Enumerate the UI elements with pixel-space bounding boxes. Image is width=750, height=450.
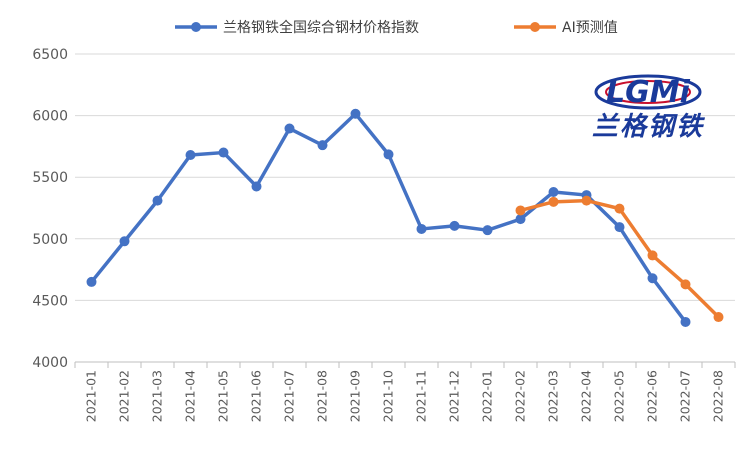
data-point-series-2 xyxy=(713,312,724,323)
legend-marker-series-1 xyxy=(191,22,201,32)
data-point-series-1 xyxy=(284,123,295,134)
data-point-series-1 xyxy=(317,140,328,151)
y-tick-label: 5500 xyxy=(32,170,68,186)
x-tick-label: 2022-05 xyxy=(612,370,627,422)
data-point-series-1 xyxy=(152,195,163,206)
data-point-series-1 xyxy=(119,236,130,247)
data-point-series-1 xyxy=(548,186,559,197)
x-tick-label: 2021-09 xyxy=(348,370,363,422)
x-tick-label: 2021-11 xyxy=(414,370,429,422)
legend-label-series-1: 兰格钢铁全国综合钢材价格指数 xyxy=(223,19,419,36)
x-tick-label: 2021-04 xyxy=(183,370,198,422)
x-tick-label: 2022-03 xyxy=(546,370,561,422)
logo-emblem: LGMi xyxy=(594,74,702,110)
data-point-series-2 xyxy=(614,203,625,214)
data-point-series-1 xyxy=(86,276,97,287)
y-axis-ticks: 4000 4500 5000 5500 6000 6500 xyxy=(32,47,68,371)
x-tick-label: 2021-06 xyxy=(249,370,264,422)
data-point-series-1 xyxy=(350,108,361,119)
data-point-series-1 xyxy=(515,214,526,225)
data-point-series-1 xyxy=(482,225,493,236)
y-tick-label: 4500 xyxy=(32,293,68,309)
x-tick-label: 2021-08 xyxy=(315,370,330,422)
series-line-1 xyxy=(90,112,687,324)
data-point-series-1 xyxy=(614,222,625,233)
x-tick-label: 2022-06 xyxy=(645,370,660,422)
data-point-series-1 xyxy=(185,150,196,161)
x-tick-label: 2021-07 xyxy=(282,370,297,422)
x-tick-label: 2021-05 xyxy=(216,370,231,422)
legend: 兰格钢铁全国综合钢材价格指数 AI预测值 xyxy=(175,19,618,36)
legend-marker-series-2 xyxy=(530,22,540,32)
logo-text: 兰格钢铁 xyxy=(592,112,706,142)
y-tick-label: 6000 xyxy=(32,109,68,125)
x-tick-label: 2021-12 xyxy=(447,370,462,422)
data-point-series-2 xyxy=(647,250,658,261)
gridlines xyxy=(74,53,736,368)
y-tick-label: 4000 xyxy=(32,355,68,371)
legend-label-series-2: AI预测值 xyxy=(562,20,618,36)
data-point-series-2 xyxy=(680,279,691,290)
data-point-series-1 xyxy=(218,147,229,158)
logo-letters: LGMi xyxy=(606,75,691,110)
x-tick-label: 2022-08 xyxy=(711,370,726,422)
x-tick-label: 2021-03 xyxy=(150,370,165,422)
x-axis-ticks: 2021-01 2021-02 2021-03 2021-04 2021-05 2021-… xyxy=(84,370,726,422)
data-point-series-1 xyxy=(416,223,427,234)
x-tick-label: 2021-02 xyxy=(117,370,132,422)
data-point-series-1 xyxy=(251,181,262,192)
data-point-series-2 xyxy=(548,196,559,207)
series-line-2 xyxy=(520,198,720,319)
x-tick-label: 2022-01 xyxy=(480,370,495,422)
data-point-series-1 xyxy=(680,316,691,327)
x-tick-label: 2022-02 xyxy=(513,370,528,422)
x-tick-label: 2021-01 xyxy=(84,370,99,422)
data-point-series-1 xyxy=(383,149,394,160)
y-tick-label: 5000 xyxy=(32,232,68,248)
data-point-series-2 xyxy=(515,205,526,216)
logo: LGMi 兰格钢铁 xyxy=(592,74,706,142)
data-point-series-1 xyxy=(449,220,460,231)
x-tick-label: 2022-07 xyxy=(678,370,693,422)
data-point-series-1 xyxy=(647,273,658,284)
data-point-series-2 xyxy=(581,195,592,206)
series-group xyxy=(86,108,724,327)
x-tick-label: 2021-10 xyxy=(381,370,396,422)
x-tick-label: 2022-04 xyxy=(579,370,594,422)
y-tick-label: 6500 xyxy=(32,47,68,63)
